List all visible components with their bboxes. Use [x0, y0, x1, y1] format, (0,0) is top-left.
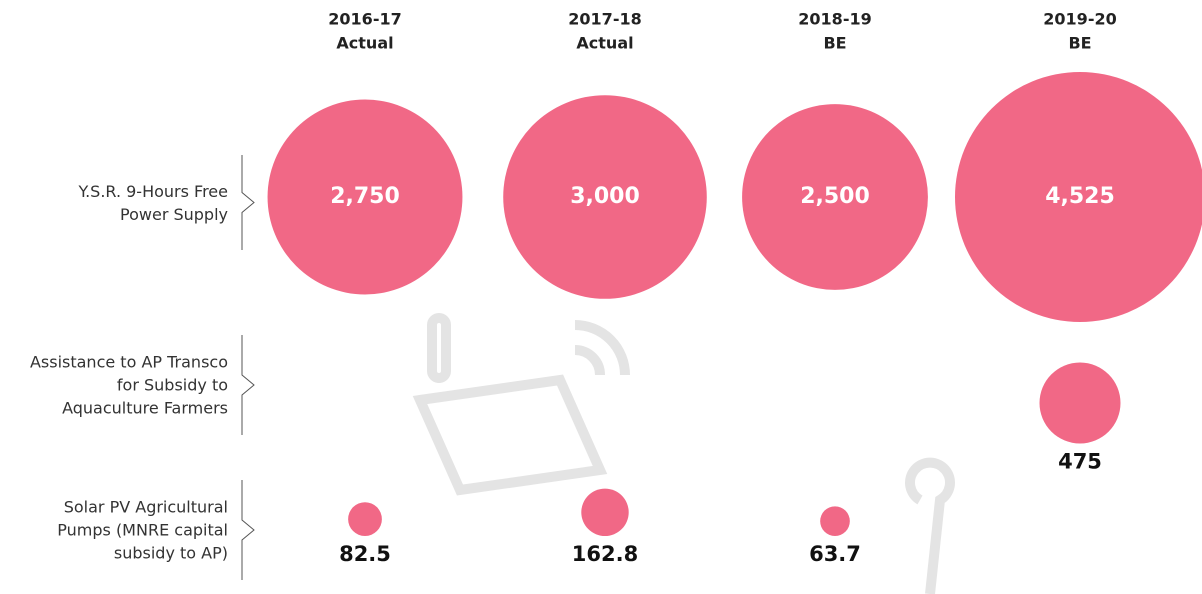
- value-label: 63.7: [809, 542, 861, 566]
- background-illustration: [420, 318, 950, 594]
- value-label: 2,500: [800, 184, 870, 209]
- value-label: 82.5: [339, 542, 391, 566]
- column-note: Actual: [576, 34, 633, 53]
- bubble: [1040, 363, 1121, 444]
- row-bracket: [242, 480, 254, 580]
- value-label: 4,525: [1045, 184, 1115, 209]
- column-note: Actual: [336, 34, 393, 53]
- row-label: Solar PV Agricultural Pumps (MNRE capita…: [28, 496, 228, 565]
- column-year: 2018-19: [798, 10, 871, 29]
- row-bracket: [242, 335, 254, 435]
- row-bracket: [242, 155, 254, 250]
- value-label: 475: [1058, 449, 1102, 473]
- column-note: BE: [823, 34, 846, 53]
- value-label: 2,750: [330, 184, 400, 209]
- chart: 2016-17 Actual 2017-18 Actual 2018-19 BE 2019-…: [0, 0, 1202, 594]
- column-year: 2016-17: [328, 10, 401, 29]
- column-year: 2019-20: [1043, 10, 1116, 29]
- bubble: [348, 502, 382, 536]
- bubble: [820, 506, 850, 536]
- value-label: 162.8: [572, 542, 638, 566]
- value-label: 3,000: [570, 184, 640, 209]
- row-label: Y.S.R. 9-Hours Free Power Supply: [28, 180, 228, 226]
- column-year: 2017-18: [568, 10, 641, 29]
- row-label: Assistance to AP Transco for Subsidy to …: [28, 351, 228, 420]
- column-note: BE: [1068, 34, 1091, 53]
- bubble: [581, 489, 628, 536]
